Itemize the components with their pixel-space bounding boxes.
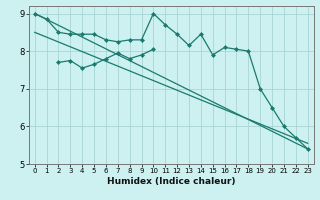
X-axis label: Humidex (Indice chaleur): Humidex (Indice chaleur) (107, 177, 236, 186)
